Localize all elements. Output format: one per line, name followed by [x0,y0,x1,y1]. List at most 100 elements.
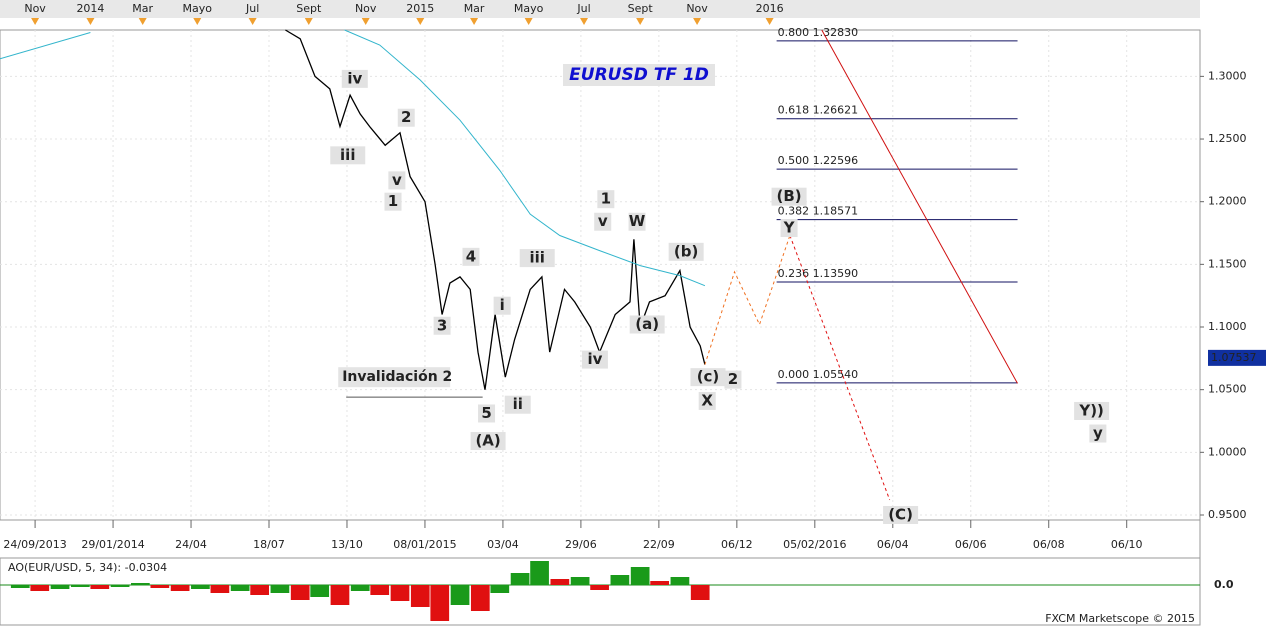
wave-label-bg [341,69,368,88]
fib-label: 0.236 1.13590 [778,267,858,280]
x-tick-label: 06/08 [1033,538,1065,551]
wave-label-bg [581,350,608,369]
ao-bar [210,585,230,593]
wave-label: iii [340,146,355,164]
last-price-label: 1.07537 [1211,351,1257,364]
top-tick-label: 2016 [756,2,784,15]
ao-bar [370,585,390,595]
ao-bar [610,575,630,585]
wave-label-bg [397,108,415,127]
top-tick [636,18,645,25]
wave-label: Y)) [1078,401,1104,419]
series-line [821,29,1018,384]
fib-label: 0.000 1.05540 [778,368,858,381]
fib-label: 0.382 1.18571 [778,205,858,218]
ao-bar [270,585,290,593]
ao-bar [191,585,210,589]
ao-bar [650,581,670,585]
top-tick-label: Mar [132,2,153,15]
top-tick-label: Sept [296,2,322,15]
wave-label-bg [493,296,511,315]
wave-label-bg [771,187,807,206]
wave-label: 1 [601,190,611,208]
ao-bar [350,585,370,591]
invalidation-label: Invalidación 2 [342,369,452,385]
ao-bar [510,573,530,585]
wave-label-bg [698,391,716,410]
top-tick [248,18,257,25]
top-tick [765,18,774,25]
wave-label-bg [883,505,919,524]
ao-bar [630,567,650,585]
x-tick-label: 05/02/2016 [783,538,846,551]
wave-label: W [629,212,646,230]
wave-label: iv [587,350,602,368]
fib-label: 0.800 1.32830 [778,26,858,39]
top-tick-label: Mar [464,2,485,15]
y-tick-label: 1.2000 [1208,195,1247,208]
top-axis-strip [0,0,1200,18]
wave-label-bg [504,395,531,414]
ao-bar [690,585,710,600]
ao-bar [310,585,330,597]
wave-label: 4 [466,247,476,265]
x-tick-label: 29/01/2014 [81,538,144,551]
wave-label: iii [530,249,545,267]
wave-label: 2 [401,108,411,126]
wave-label-bg [462,247,480,266]
ao-bar [530,561,549,585]
wave-label: (a) [635,315,659,333]
wave-label-bg [470,432,506,451]
x-tick-label: 22/09 [643,538,675,551]
top-tick-label: 2014 [76,2,104,15]
top-tick [31,18,40,25]
ao-bar [170,585,190,591]
x-tick-label: 06/12 [721,538,753,551]
last-price-bg [1208,349,1266,366]
wave-label: ii [513,395,523,413]
top-tick-label: Mayo [514,2,544,15]
x-tick-label: 06/10 [1111,538,1143,551]
wave-label-bg [628,212,646,231]
top-tick [193,18,202,25]
source: FXCM Marketscope © 2015 [1045,612,1195,625]
wave-label-bg [1089,424,1107,443]
wave-label-bg [780,219,798,238]
x-tick-label: 08/01/2015 [393,538,456,551]
x-tick-label: 18/07 [253,538,285,551]
top-tick [138,18,147,25]
top-tick [361,18,370,25]
wave-label-bg [330,146,366,165]
x-tick-label: 06/06 [955,538,987,551]
ao-bar [390,585,410,601]
y-tick-label: 1.1500 [1208,257,1247,270]
x-tick-label: 03/04 [487,538,519,551]
ao-bar [550,579,570,585]
wave-label: (b) [674,242,698,260]
wave-label: iv [347,69,362,87]
top-tick [693,18,702,25]
ao-bar [490,585,510,593]
top-tick-label: Sept [628,2,654,15]
invalidation-bg [338,367,451,388]
x-tick-label: 24/04 [175,538,207,551]
ao-bar [230,585,250,591]
wave-label-bg [388,171,406,190]
wave-label-bg [433,316,451,335]
top-tick-label: Nov [24,2,46,15]
wave-label-bg [1074,401,1110,420]
ao-bar [130,583,150,585]
wave-label-bg [597,190,615,209]
y-tick-label: 1.0500 [1208,383,1247,396]
y-tick-label: 1.1000 [1208,320,1247,333]
wave-label: 3 [437,316,447,334]
wave-label: (A) [475,432,500,450]
ao-bar [470,585,490,611]
wave-label-bg [594,212,612,231]
ao-bar [290,585,310,600]
wave-label: Y [783,219,796,237]
ao-bar [410,585,430,607]
fib-label: 0.500 1.22596 [778,154,858,167]
ao-bar [10,585,30,588]
